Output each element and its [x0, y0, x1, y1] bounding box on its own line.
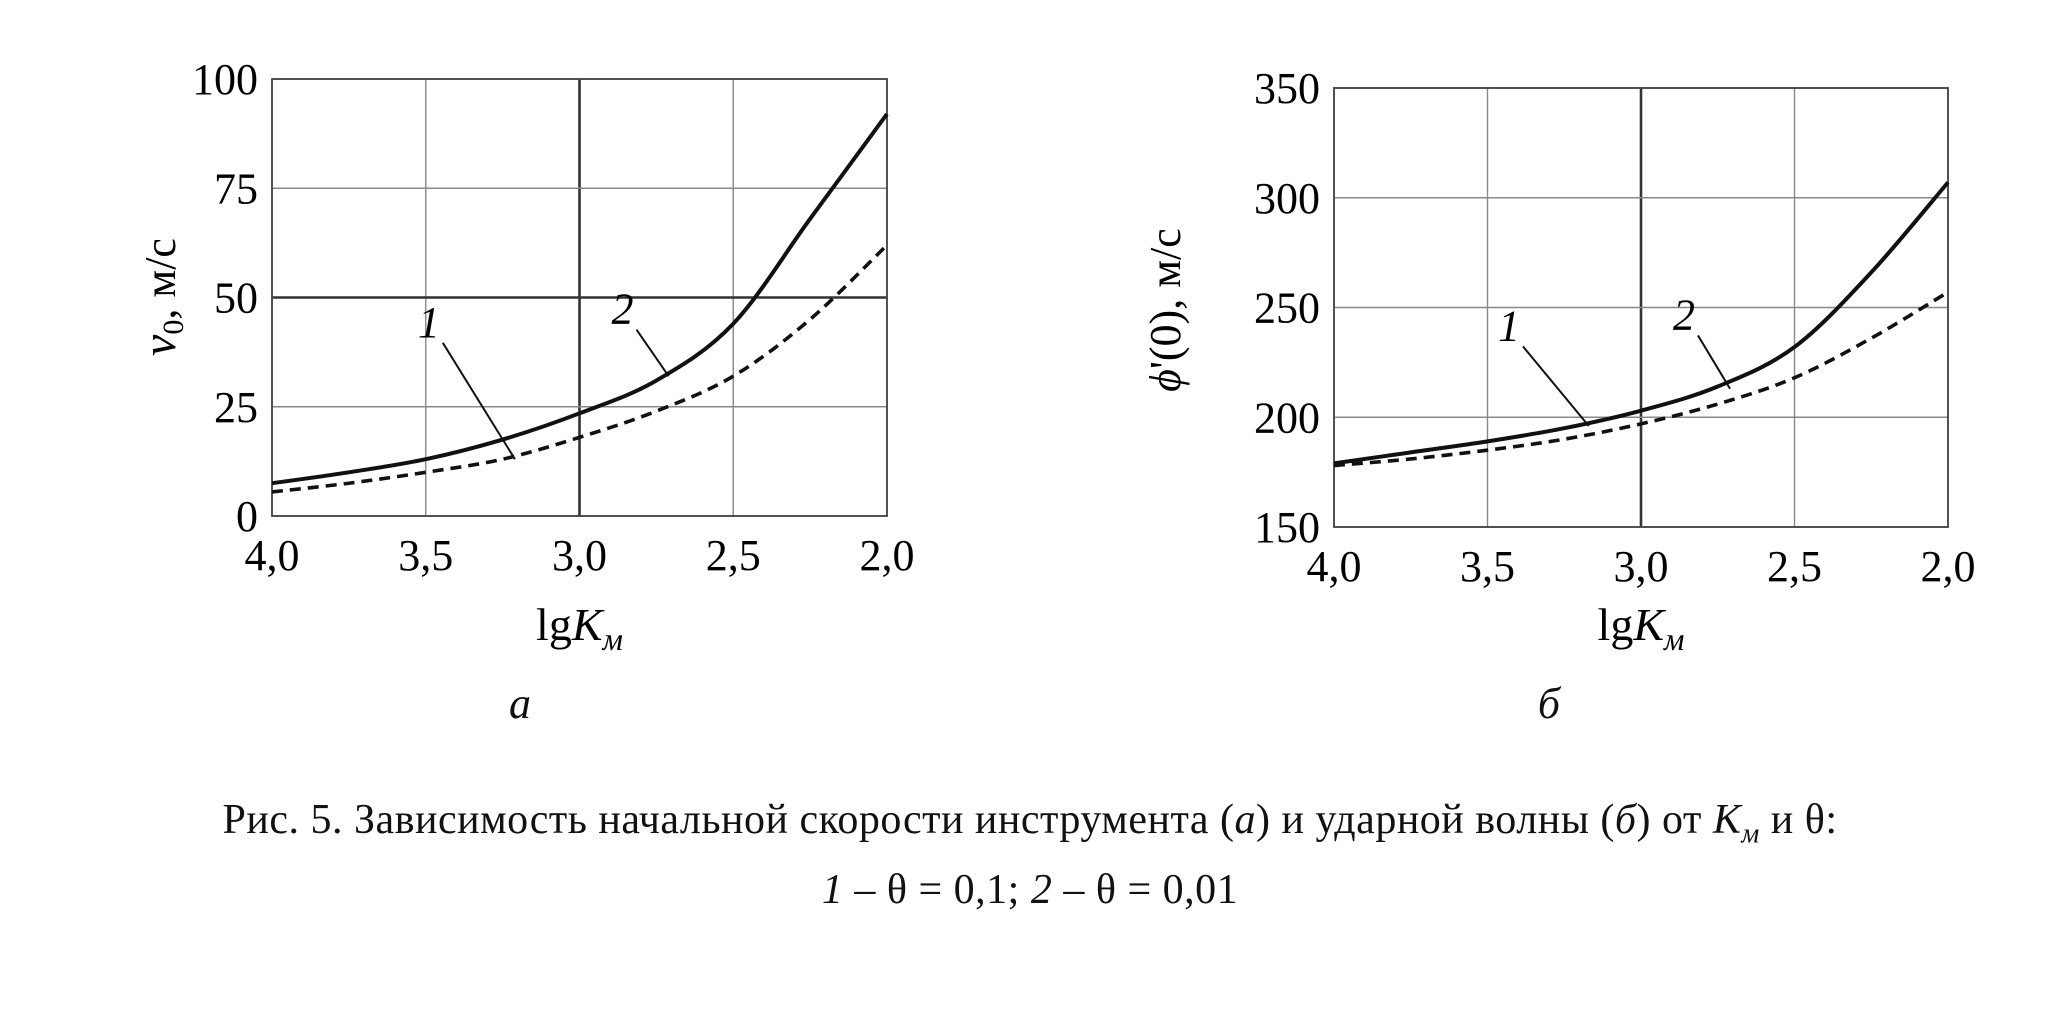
y-axis-label: v0, м/с: [133, 238, 190, 356]
series-line-1: [271, 243, 889, 494]
annotation-leader: [441, 342, 516, 460]
caption-line-2: 1 – θ = 0,1; 2 – θ = 0,01: [0, 862, 2060, 918]
y-tick-label: 100: [192, 55, 258, 104]
x-tick-label: 2,0: [860, 531, 915, 580]
panel-label-b: б: [1537, 679, 1561, 728]
series-line-1: [1333, 290, 1949, 468]
y-tick-label: 250: [1254, 284, 1320, 333]
x-tick-label: 4,0: [1307, 542, 1362, 591]
x-tick-label: 3,5: [398, 531, 453, 580]
y-tick-label: 350: [1254, 64, 1320, 113]
x-tick-label: 2,5: [706, 531, 761, 580]
caption-curve-number-1: 1: [821, 867, 844, 914]
caption-line-1: Рис. 5. Зависимость начальной скорости и…: [0, 792, 2060, 862]
x-axis-label: lgKм: [536, 599, 623, 657]
y-tick-label: 300: [1254, 174, 1320, 223]
caption-k-symbol: K: [1712, 797, 1742, 843]
x-tick-label: 2,5: [1767, 542, 1822, 591]
x-tick-label: 3,0: [1614, 542, 1669, 591]
panel-label-a: а: [509, 679, 531, 728]
figure-caption: Рис. 5. Зависимость начальной скорости и…: [0, 792, 2060, 918]
series-line-2: [271, 112, 889, 486]
plot-frame: [271, 78, 888, 517]
caption-text: Рис. 5. Зависимость начальной скорости и…: [222, 797, 1235, 843]
x-tick-label: 4,0: [245, 531, 300, 580]
chart-panel-b: 150 200 250 300 350 4,0 3,5 3,0 2,5 2,0 lgKм ϕ'(0),…: [1141, 64, 1976, 657]
y-tick-label: 50: [214, 274, 258, 323]
y-tick-label: 75: [214, 164, 258, 213]
caption-text: – θ = 0,1;: [843, 867, 1031, 914]
annotation-leader: [635, 329, 670, 377]
caption-italic-b: б: [1614, 797, 1637, 843]
x-tick-label: 3,5: [1460, 542, 1515, 591]
caption-text: – θ = 0,01: [1052, 867, 1239, 914]
x-axis-label: lgKм: [1598, 599, 1685, 657]
y-tick-label: 200: [1254, 393, 1320, 442]
y-tick-label: 0: [236, 492, 258, 541]
plot-frame: [1333, 87, 1949, 528]
curve-label-2: 2: [612, 285, 634, 334]
caption-text: ) от: [1636, 797, 1713, 843]
chart-panel-a: 0 25 50 75 100 4,0 3,5 3,0 2,5 2,0 lgKм v0, м/с 1 2: [133, 55, 915, 657]
x-tick-label: 3,0: [552, 531, 607, 580]
curve-label-1: 1: [1498, 301, 1520, 350]
caption-curve-number-2: 2: [1030, 867, 1053, 914]
x-tick-label: 2,0: [1921, 542, 1976, 591]
annotation-leader: [1522, 345, 1590, 427]
curve-label-1: 1: [418, 298, 440, 347]
series-line-2: [1333, 181, 1950, 466]
annotation-leader: [1697, 334, 1731, 390]
caption-text: ) и ударной волны (: [1255, 797, 1615, 843]
y-tick-label: 150: [1254, 503, 1320, 552]
caption-italic-a: а: [1234, 797, 1256, 843]
caption-k-subscript: м: [1741, 818, 1760, 850]
y-axis-label: ϕ'(0), м/с: [1141, 228, 1190, 392]
caption-text: и θ:: [1759, 797, 1838, 843]
curve-label-2: 2: [1673, 290, 1695, 339]
y-tick-label: 25: [214, 383, 258, 432]
